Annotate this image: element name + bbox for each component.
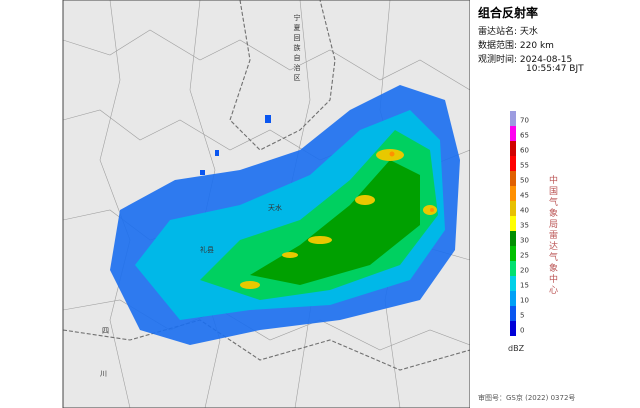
legend-swatch <box>510 201 516 216</box>
legend-swatch <box>510 231 516 246</box>
range-row: 数据范围: 220 km <box>478 38 554 51</box>
label: 数据范围: <box>478 41 518 51</box>
time-row: 观测时间: 2024-08-15 <box>478 52 572 65</box>
legend-swatch <box>510 111 516 126</box>
legend-swatch <box>510 291 516 306</box>
legend-tick-label: 0 <box>520 326 524 334</box>
legend-tick-label: 35 <box>520 221 529 229</box>
legend-swatch <box>510 261 516 276</box>
legend-tick-label: 40 <box>520 206 529 214</box>
value: 天水 <box>519 27 538 37</box>
legend-tick-label: 70 <box>520 116 529 124</box>
legend-tick-label: 15 <box>520 281 529 289</box>
legend-swatch <box>510 141 516 156</box>
legend-tick-label: 50 <box>520 176 529 184</box>
place-label: 天水 <box>268 203 282 212</box>
legend-tick-label: 10 <box>520 296 529 304</box>
legend-swatch <box>510 186 516 201</box>
footer: 审图号：GS京 (2022) 0372号 <box>478 394 576 402</box>
province-borders <box>62 0 470 371</box>
legend-swatch <box>510 321 516 336</box>
label: 观测时间: <box>478 55 518 65</box>
radar-echo <box>110 85 460 345</box>
legend-tick-label: 20 <box>520 266 529 274</box>
legend-swatch <box>510 156 516 171</box>
legend-swatch <box>510 276 516 291</box>
legend-swatch <box>510 216 516 231</box>
legend-tick-label: 45 <box>520 191 529 199</box>
station-row: 雷达站名: 天水 <box>478 24 538 37</box>
value: 220 km <box>519 41 554 51</box>
place-label: 宁夏回族自治区 <box>293 13 301 84</box>
legend-swatch <box>510 246 516 261</box>
place-label: 川 <box>100 370 107 378</box>
legend-swatch <box>510 171 516 186</box>
color-legend: 0 5 10 15 20 25 30 35 40 45 50 55 60 65 70 <box>510 111 529 336</box>
label: 雷达站名: <box>478 27 518 37</box>
legend-unit: dBZ <box>508 344 525 353</box>
info-panel: 组合反射率 雷达站名: 天水 数据范围: 220 km 观测时间: 2024-0… <box>470 0 640 408</box>
place-label: 四 <box>102 327 109 335</box>
legend-tick-label: 60 <box>520 146 529 154</box>
legend-tick-label: 5 <box>520 311 524 319</box>
legend-tick-label: 55 <box>520 161 529 169</box>
title: 组合反射率 <box>478 6 539 20</box>
time-value: 10:55:47 BJT <box>526 64 584 74</box>
legend-swatch <box>510 126 516 141</box>
agency: 中国气象局雷达气象中心 <box>547 175 557 296</box>
map-frame <box>62 0 470 408</box>
legend-tick-label: 30 <box>520 236 529 244</box>
place-label: 礼县 <box>200 245 214 254</box>
legend-tick-label: 25 <box>520 251 529 259</box>
value: 2024-08-15 <box>519 55 573 65</box>
legend-tick-label: 65 <box>520 131 529 139</box>
legend-swatch <box>510 306 516 321</box>
